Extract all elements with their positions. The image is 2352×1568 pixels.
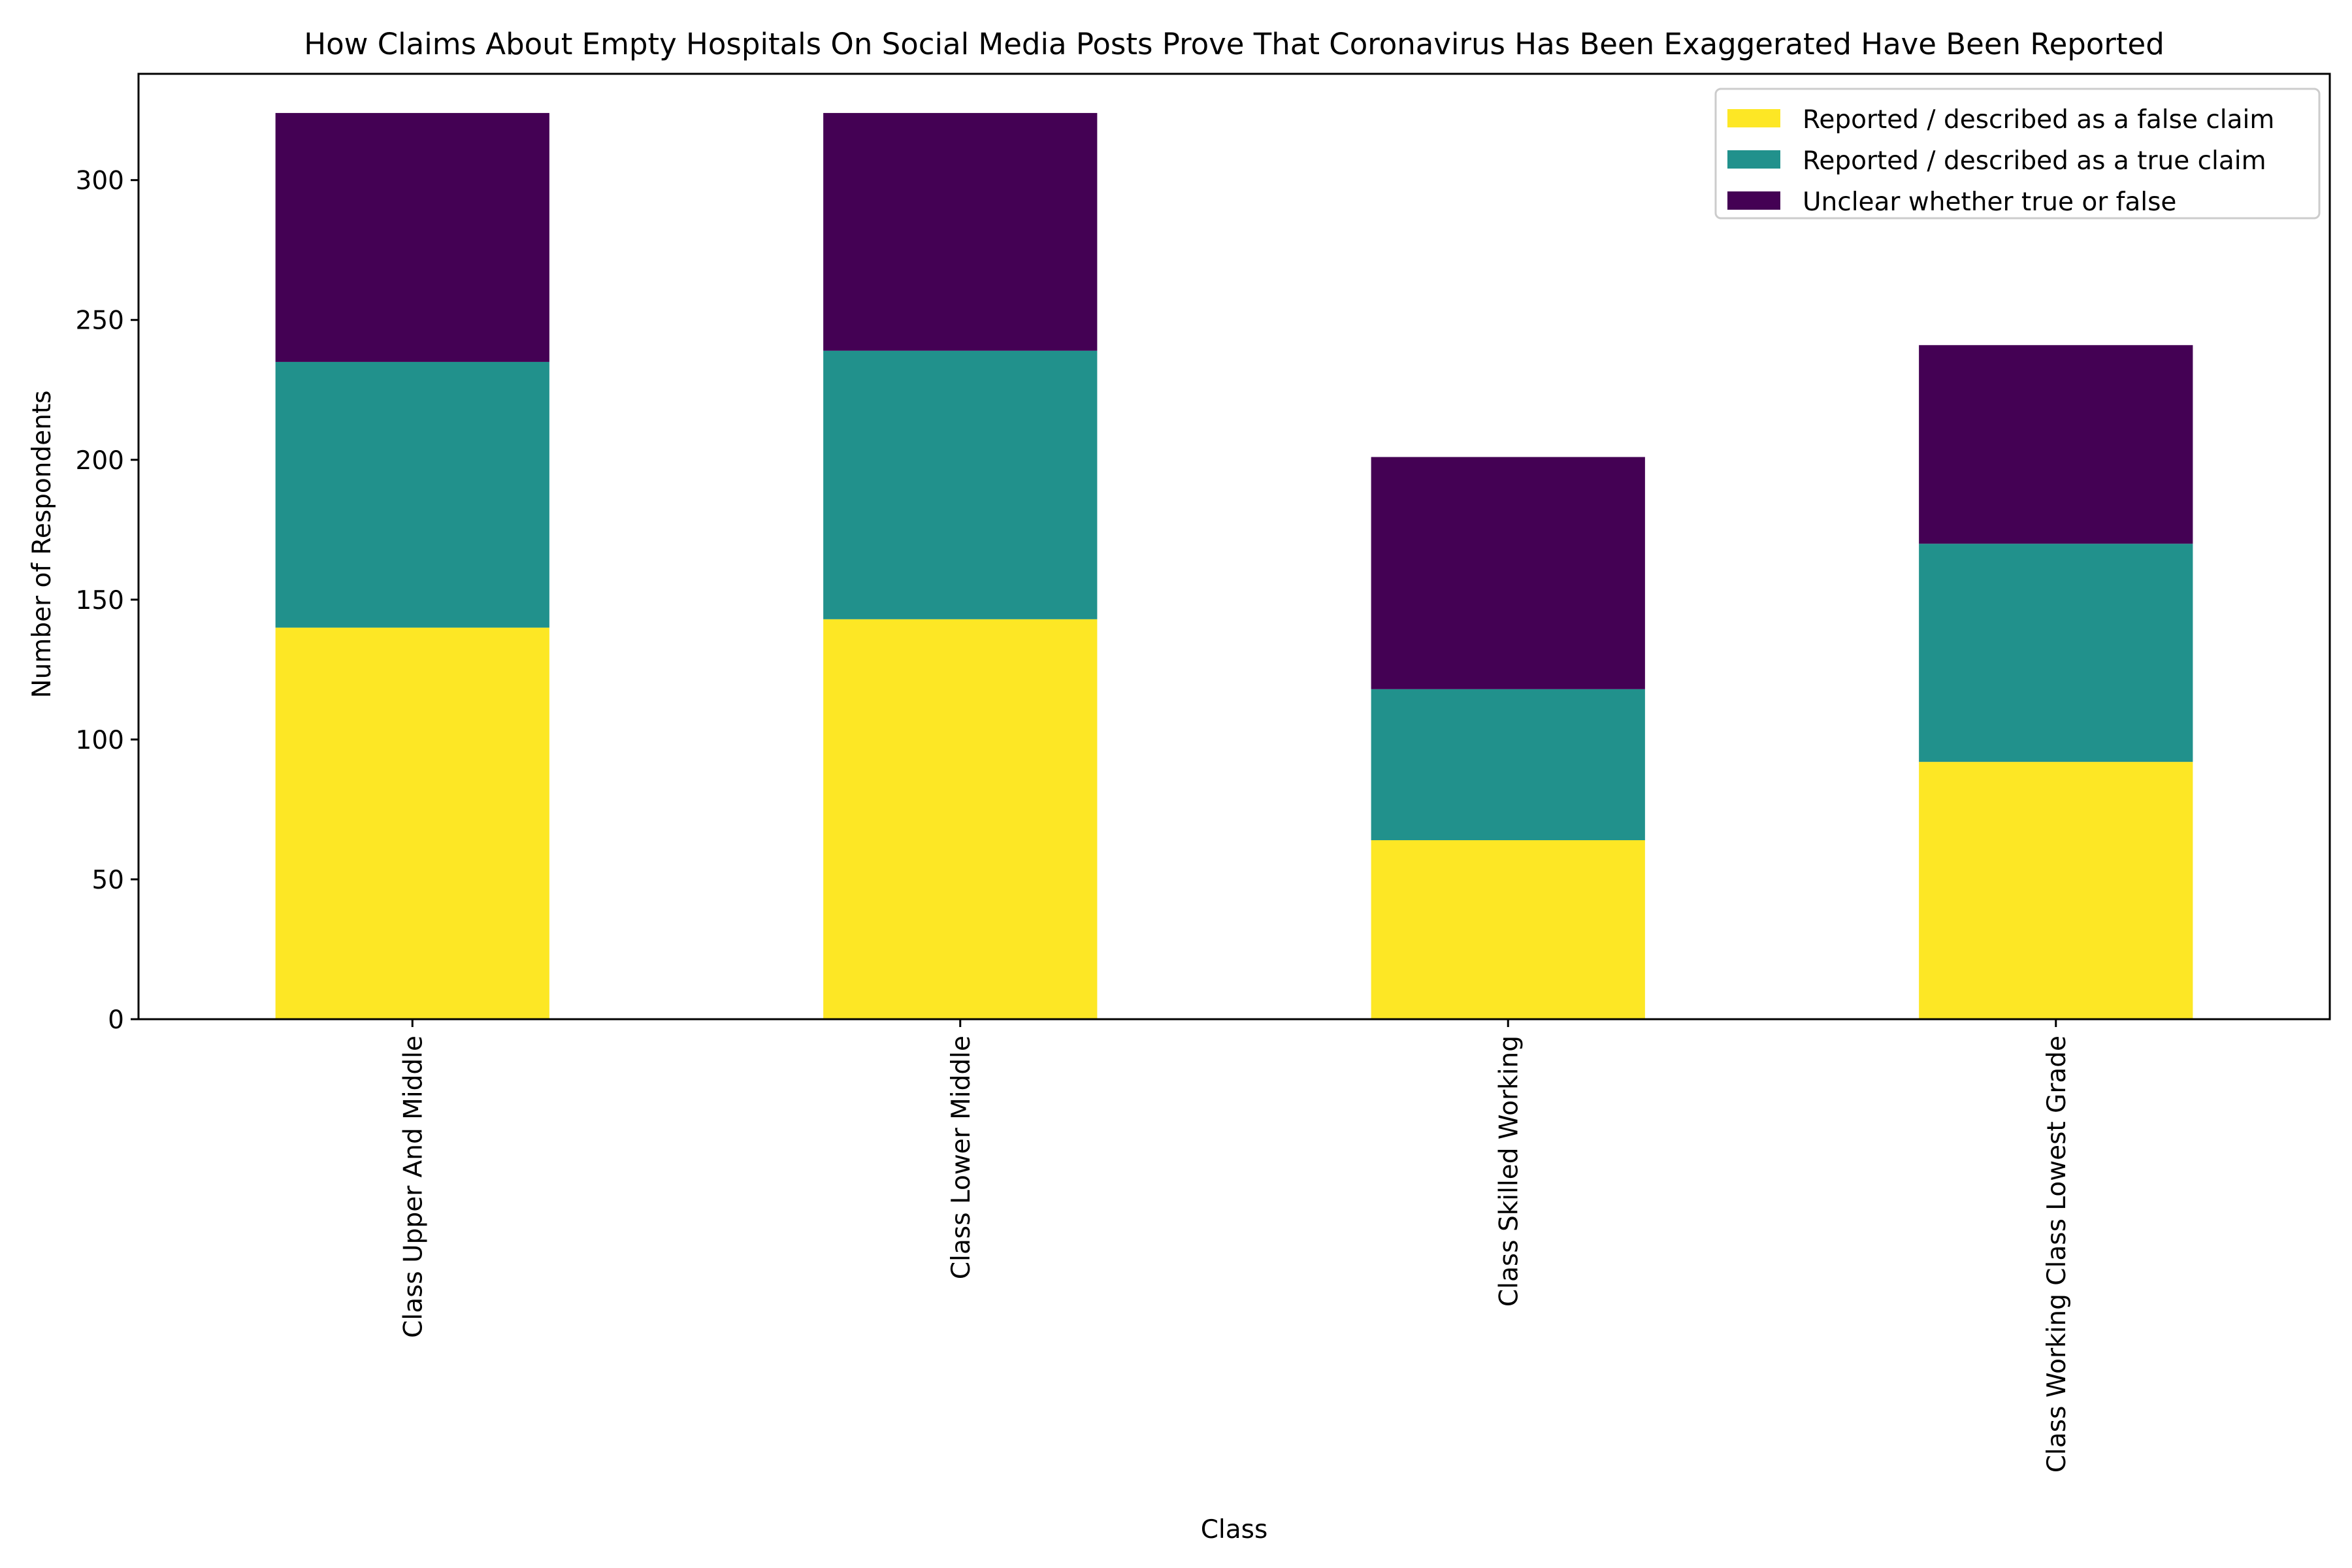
legend-label-3: Unclear whether true or false bbox=[1803, 188, 2176, 217]
y-axis-label: Number of Respondents bbox=[27, 390, 57, 698]
x-tick-label-1: Class Upper And Middle bbox=[399, 1036, 428, 1338]
legend-swatch-3 bbox=[1727, 191, 1780, 210]
bar-1-4 bbox=[1919, 762, 2193, 1019]
bar-1-1 bbox=[275, 627, 549, 1019]
y-tick-label-1: 0 bbox=[108, 1005, 124, 1035]
y-tick-label-6: 250 bbox=[76, 306, 124, 336]
y-tick-label-4: 150 bbox=[76, 586, 124, 615]
bar-3-4 bbox=[1919, 345, 2193, 544]
bar-3-3 bbox=[1371, 457, 1645, 689]
bar-2-1 bbox=[275, 361, 549, 628]
legend-swatch-1 bbox=[1727, 109, 1780, 127]
legend-label-2: Reported / described as a true claim bbox=[1803, 146, 2266, 176]
bar-2-4 bbox=[1919, 544, 2193, 762]
x-tick-label-3: Class Skilled Working bbox=[1494, 1036, 1524, 1307]
axes-layer: 0 50 100 150 200 250 300 Class Upper And Middle… bbox=[76, 73, 2331, 1473]
bar-2-3 bbox=[1371, 689, 1645, 841]
chart-title: How Claims About Empty Hospitals On Soci… bbox=[304, 27, 2164, 61]
bar-2-2 bbox=[823, 350, 1098, 619]
y-tick-label-3: 100 bbox=[76, 726, 124, 755]
legend-box bbox=[1714, 88, 2321, 220]
legend: Reported / described as a false claim Rep… bbox=[1714, 88, 2321, 220]
legend-swatch-2 bbox=[1727, 150, 1780, 169]
legend-label-1: Reported / described as a false claim bbox=[1803, 105, 2274, 135]
y-tick-label-7: 300 bbox=[76, 167, 124, 196]
y-tick-label-2: 50 bbox=[91, 866, 124, 895]
bar-1-2 bbox=[823, 619, 1098, 1019]
x-tick-label-2: Class Lower Middle bbox=[947, 1036, 976, 1279]
y-tick-label-5: 200 bbox=[76, 446, 124, 476]
bars-layer bbox=[275, 112, 2193, 1019]
bar-1-3 bbox=[1371, 840, 1645, 1019]
x-axis-label: Class bbox=[1201, 1515, 1268, 1544]
bar-3-2 bbox=[823, 112, 1098, 351]
bar-3-1 bbox=[275, 112, 549, 362]
x-tick-label-4: Class Working Class Lowest Grade bbox=[2042, 1036, 2072, 1473]
plot-frame bbox=[137, 73, 2331, 1021]
